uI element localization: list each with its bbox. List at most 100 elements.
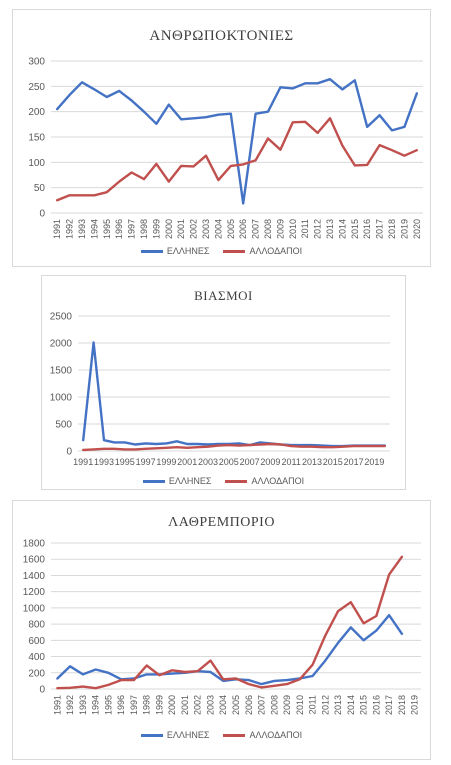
x-tick-label: 2003	[201, 219, 211, 239]
x-tick-label: 1997	[127, 219, 137, 239]
x-tick-label: 2006	[244, 695, 254, 715]
series-line	[56, 555, 404, 690]
x-tick-label: 2008	[263, 219, 273, 239]
y-tick-label: 0	[39, 209, 45, 220]
x-tick-label: 2009	[260, 457, 280, 467]
x-tick-label: 2015	[350, 219, 360, 239]
x-tick-label: 2014	[346, 695, 356, 715]
y-tick-label: 2000	[50, 339, 73, 350]
x-tick-label: 1992	[65, 695, 75, 715]
x-tick-label: 2001	[177, 457, 197, 467]
series-line	[82, 341, 386, 448]
series-line	[56, 117, 418, 202]
x-tick-label: 2005	[219, 457, 239, 467]
x-tick-label: 1991	[73, 457, 93, 467]
x-tick-label: 2007	[251, 219, 261, 239]
x-tick-label: 1992	[65, 219, 75, 239]
x-tick-label: 2000	[167, 695, 177, 715]
x-tick-label: 1991	[52, 695, 62, 715]
chart-homicides: ΑΝΘΡΩΠΟΚΤΟΝΙΕΣ 0 50 100 150 200 250 300 1991 199…	[12, 9, 431, 267]
y-tick-label: 600	[28, 636, 45, 647]
x-tick-label: 2017	[375, 219, 385, 239]
x-tick-label: 2003	[205, 695, 215, 715]
x-tick-label: 1995	[115, 457, 135, 467]
x-tick-label: 2011	[300, 219, 310, 238]
y-tick-label: 1000	[50, 393, 73, 404]
x-tick-label: 1996	[114, 219, 124, 239]
x-tick-label: 2004	[213, 219, 223, 239]
x-tick-label: 1997	[129, 695, 139, 715]
chart-smuggling: ΛΑΘΡΕΜΠΟΡΙΟ 0 200 400 600 800 1000 1200 1400 160…	[12, 500, 431, 760]
y-tick-label: 500	[55, 420, 72, 431]
series-line	[56, 613, 404, 686]
x-tick-label: 1994	[91, 695, 101, 715]
y-tick-label: 1200	[23, 587, 46, 598]
chart-title: ΑΝΘΡΩΠΟΚΤΟΝΙΕΣ	[149, 28, 294, 44]
legend-item-greeks: ΕΛΛΗΝΕΣ	[140, 246, 210, 256]
x-tick-label: 1996	[116, 695, 126, 715]
x-tick-label: 2015	[359, 695, 369, 715]
chart-legend: ΕΛΛΗΝΕΣ ΑΛΛΟΔΑΠΟΙ	[42, 476, 405, 486]
y-tick-label: 0	[66, 447, 72, 458]
x-tick-label: 2012	[313, 219, 323, 239]
y-tick-label: 100	[28, 158, 45, 169]
legend-label: ΕΛΛΗΝΕΣ	[168, 476, 212, 486]
legend-item-foreigners: ΑΛΛΟΔΑΠΟΙ	[225, 476, 304, 486]
x-tick-label: 2013	[325, 219, 335, 239]
x-tick-label: 1993	[94, 457, 114, 467]
x-tick-label: 2005	[231, 695, 241, 715]
chart-title: ΒΙΑΣΜΟΙ	[194, 288, 253, 303]
x-tick-label: 2003	[198, 457, 218, 467]
legend-label: ΕΛΛΗΝΕΣ	[166, 246, 210, 256]
legend-item-greeks: ΕΛΛΗΝΕΣ	[140, 730, 209, 740]
x-tick-label: 1999	[156, 457, 176, 467]
x-tick-label: 2014	[337, 219, 347, 239]
x-tick-label: 2004	[218, 695, 228, 715]
chart-legend: ΕΛΛΗΝΕΣ ΑΛΛΟΔΑΠΟΙ	[13, 246, 430, 256]
x-tick-label: 2020	[412, 219, 422, 239]
series-line	[82, 442, 386, 452]
legend-swatch-foreigners	[223, 249, 246, 253]
x-tick-label: 2016	[371, 695, 381, 715]
chart-legend: ΕΛΛΗΝΕΣ ΑΛΛΟΔΑΠΟΙ	[13, 730, 430, 740]
x-tick-label: 2009	[275, 219, 285, 239]
y-tick-label: 0	[39, 685, 45, 696]
y-tick-label: 1600	[23, 555, 46, 566]
x-tick-label: 2000	[164, 219, 174, 239]
x-tick-label: 2017	[384, 695, 394, 715]
x-tick-label: 2012	[320, 695, 330, 715]
x-tick-label: 1998	[139, 219, 149, 239]
y-tick-label: 800	[28, 620, 45, 631]
x-tick-label: 2019	[410, 695, 420, 715]
x-tick-label: 2015	[323, 457, 343, 467]
x-tick-label: 2001	[176, 219, 186, 239]
legend-item-greeks: ΕΛΛΗΝΕΣ	[142, 476, 212, 486]
y-tick-label: 150	[28, 133, 45, 144]
x-tick-label: 2006	[238, 219, 248, 239]
legend-swatch-greeks	[140, 249, 163, 253]
x-tick-label: 1993	[77, 219, 87, 239]
x-tick-label: 1995	[102, 219, 112, 239]
x-tick-label: 1997	[136, 457, 156, 467]
legend-swatch-greeks	[140, 733, 163, 737]
x-tick-label: 2019	[364, 457, 384, 467]
x-tick-label: 1999	[151, 219, 161, 239]
x-tick-label: 2007	[257, 695, 267, 715]
x-tick-label: 2010	[295, 695, 305, 715]
x-tick-label: 1995	[103, 695, 113, 715]
legend-swatch-foreigners	[225, 479, 248, 483]
y-tick-label: 300	[28, 57, 45, 68]
y-tick-label: 1800	[23, 539, 46, 550]
y-tick-label: 50	[34, 183, 46, 194]
legend-label: ΑΛΛΟΔΑΠΟΙ	[249, 730, 303, 740]
x-tick-label: 2013	[302, 457, 322, 467]
y-tick-label: 1500	[50, 366, 73, 377]
y-tick-label: 1000	[23, 603, 46, 614]
y-tick-label: 1400	[23, 571, 46, 582]
x-tick-label: 2018	[397, 695, 407, 715]
x-tick-label: 1998	[142, 695, 152, 715]
legend-item-foreigners: ΑΛΛΟΔΑΠΟΙ	[223, 730, 302, 740]
x-tick-label: 2002	[189, 219, 199, 239]
x-tick-label: 2017	[344, 457, 364, 467]
